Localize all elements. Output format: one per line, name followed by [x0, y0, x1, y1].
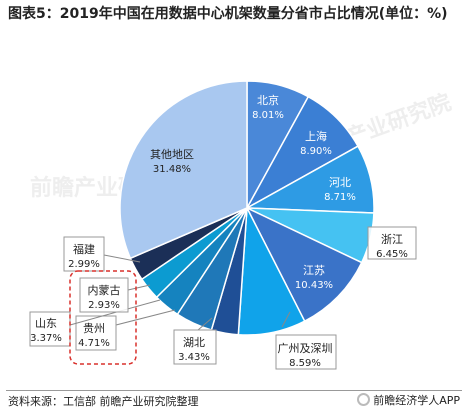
slice-value-10: 2.99%: [68, 259, 100, 270]
slice-label-11: 其他地区: [150, 148, 194, 161]
slice-value-5: 8.59%: [289, 358, 321, 369]
slice-value-4: 10.43%: [295, 280, 333, 291]
slice-label-5: 广州及深圳: [278, 342, 333, 355]
label-box-3: [367, 226, 417, 260]
slice-value-6: 3.43%: [178, 352, 210, 363]
leader-line-5: [281, 311, 291, 328]
pie-slice-11: [119, 80, 248, 260]
brand-label: 前瞻经济学人APP: [357, 392, 460, 408]
source-note: 资料来源：工信部 前瞻产业研究院整理: [8, 395, 199, 408]
label-box-6: [173, 329, 217, 365]
leader-line-7: [115, 309, 176, 326]
slice-label-2: 河北: [329, 176, 351, 189]
leader-line-9: [127, 284, 151, 291]
slice-value-8: 3.37%: [30, 333, 62, 344]
slice-value-7: 4.71%: [78, 338, 110, 349]
label-box-5: [275, 334, 337, 370]
label-box-9: [79, 277, 129, 313]
slice-label-9: 内蒙古: [88, 283, 121, 297]
slice-label-0: 北京: [257, 93, 279, 107]
slice-label-8: 山东: [35, 317, 57, 330]
slice-label-7: 贵州: [83, 322, 105, 335]
pie-slice-4: [245, 206, 363, 323]
leader-line-6: [197, 317, 213, 331]
slice-label-3: 浙江: [381, 233, 403, 246]
slice-value-0: 8.01%: [252, 110, 284, 121]
slice-label-4: 江苏: [303, 264, 325, 277]
slice-value-2: 8.71%: [324, 192, 356, 203]
slice-label-10: 福建: [73, 242, 95, 256]
brand-text: 前瞻经济学人APP: [373, 394, 460, 407]
label-box-10: [63, 236, 105, 272]
slice-label-1: 上海: [305, 129, 327, 143]
leader-line-10: [103, 254, 141, 263]
slice-value-1: 8.90%: [300, 146, 332, 157]
label-box-8: [29, 311, 71, 347]
slice-label-6: 湖北: [183, 336, 205, 349]
highlight-dashed-box: [69, 270, 137, 365]
slice-value-9: 2.93%: [88, 300, 120, 311]
slice-value-3: 6.45%: [376, 249, 408, 260]
chart-title: 图表5：2019年中国在用数据中心机架数量分省市占比情况(单位：%): [8, 6, 448, 22]
slice-value-11: 31.48%: [153, 164, 191, 175]
brand-logo-icon: [357, 393, 371, 406]
footer-divider: [6, 390, 462, 391]
